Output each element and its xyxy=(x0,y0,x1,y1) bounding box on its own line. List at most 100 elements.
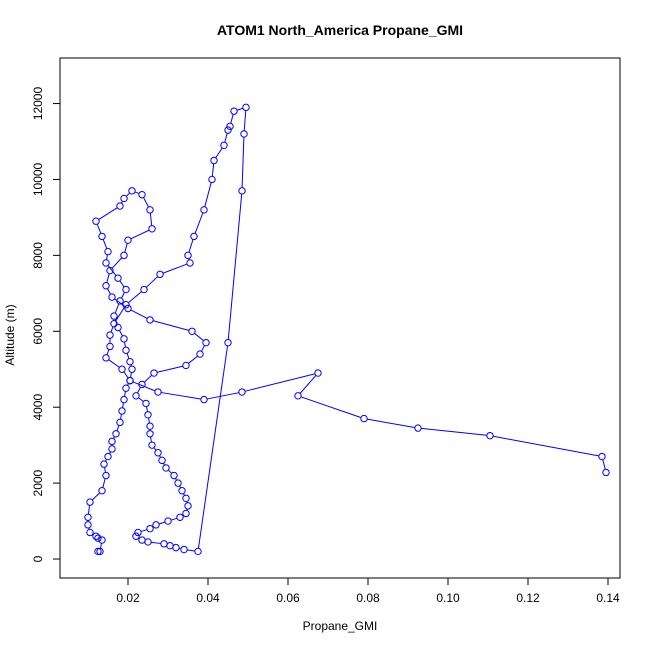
series-line-segment xyxy=(151,541,161,544)
series-line-segment xyxy=(245,373,315,392)
series-line-segment xyxy=(187,549,195,552)
data-point xyxy=(108,445,116,453)
data-point xyxy=(190,232,198,241)
data-point xyxy=(160,540,168,548)
series-line-segment xyxy=(367,418,415,428)
series-line-segment xyxy=(124,243,128,253)
data-point xyxy=(122,285,130,294)
data-point xyxy=(84,513,92,521)
series-line-segment xyxy=(148,418,150,423)
data-point xyxy=(106,266,114,275)
series-line-segment xyxy=(106,273,110,283)
series-line-segment xyxy=(138,397,144,402)
series-line-segment xyxy=(161,392,201,400)
data-point xyxy=(124,304,132,313)
data-point xyxy=(142,399,150,408)
y-axis: 0 2000 4000 6000 8000 10000 12000 xyxy=(31,87,61,562)
data-point xyxy=(184,502,192,510)
series-line-segment xyxy=(171,517,177,521)
data-point xyxy=(98,487,106,495)
series-line-segment xyxy=(123,371,129,379)
data-point xyxy=(210,156,218,165)
series-line-segment xyxy=(102,478,106,488)
data-point xyxy=(156,270,164,279)
series-line-segment xyxy=(108,359,120,368)
data-point xyxy=(116,297,124,305)
data-point xyxy=(102,354,110,362)
series-line-segment xyxy=(168,469,172,474)
data-point xyxy=(220,141,228,149)
x-tick-label: 0.08 xyxy=(356,591,380,605)
data-point xyxy=(224,126,232,134)
data-point xyxy=(122,346,130,354)
data-point xyxy=(180,545,188,554)
data-point xyxy=(122,384,130,392)
data-point xyxy=(224,338,232,347)
data-point xyxy=(182,494,190,502)
data-point xyxy=(240,130,248,138)
data-point xyxy=(114,274,122,282)
data-point xyxy=(132,532,140,540)
data-point xyxy=(194,547,202,556)
series-line-segment xyxy=(602,459,606,470)
data-point xyxy=(124,236,132,244)
series-line-segment xyxy=(237,107,243,111)
x-axis-label: Propane_GMI xyxy=(303,619,378,633)
data-point xyxy=(108,293,116,301)
data-point xyxy=(170,471,178,480)
y-tick-label: 12000 xyxy=(31,87,45,121)
series-line-segment xyxy=(146,406,148,412)
data-point xyxy=(102,259,110,267)
data-point xyxy=(114,323,122,332)
series-line-segment xyxy=(230,114,234,124)
data-point xyxy=(144,538,152,546)
series-line-segment xyxy=(211,163,215,177)
series-line-segment xyxy=(119,280,125,288)
data-point xyxy=(110,312,118,320)
data-point xyxy=(126,376,134,385)
data-point xyxy=(162,464,170,472)
x-tick-label: 0.04 xyxy=(196,591,220,605)
series-line-segment xyxy=(114,319,118,325)
series-line-segment xyxy=(153,320,189,331)
data-point xyxy=(108,437,116,446)
series-line-segment xyxy=(130,229,150,240)
series-line-segment xyxy=(106,349,110,355)
data-point xyxy=(148,441,156,449)
series-line-segment xyxy=(126,353,130,359)
data-point xyxy=(92,532,100,540)
series-line-segment xyxy=(116,425,120,431)
x-tick-label: 0.12 xyxy=(516,591,540,605)
series-line-segment xyxy=(137,387,141,394)
series-line-segment xyxy=(493,435,599,457)
series-line-segment xyxy=(188,239,194,253)
series-line-segment xyxy=(102,239,108,249)
data-point xyxy=(128,187,136,195)
data-point xyxy=(158,456,166,465)
series-line-segment xyxy=(194,333,204,341)
data-point xyxy=(102,471,110,480)
x-tick-label: 0.02 xyxy=(116,591,140,605)
plot-area xyxy=(59,57,621,579)
data-point xyxy=(118,407,126,415)
series-line-segment xyxy=(207,392,239,400)
series-line-segment xyxy=(104,467,106,473)
chart-title: ATOM1 North_America Propane_GMI xyxy=(217,22,463,38)
data-point xyxy=(138,380,146,389)
data-point xyxy=(106,331,114,339)
series-line-segment xyxy=(110,326,114,333)
series-line-segment xyxy=(153,447,157,451)
data-point xyxy=(196,350,204,358)
data-point xyxy=(154,449,162,457)
data-point xyxy=(132,392,140,400)
x-tick-label: 0.10 xyxy=(436,591,460,605)
data-point xyxy=(178,487,186,495)
series-line-segment xyxy=(201,345,205,352)
series-line-segment xyxy=(215,147,223,158)
data-point xyxy=(294,392,302,400)
data-point xyxy=(188,327,196,335)
data-point xyxy=(122,301,130,309)
data-point xyxy=(116,202,124,210)
data-point xyxy=(166,542,174,550)
